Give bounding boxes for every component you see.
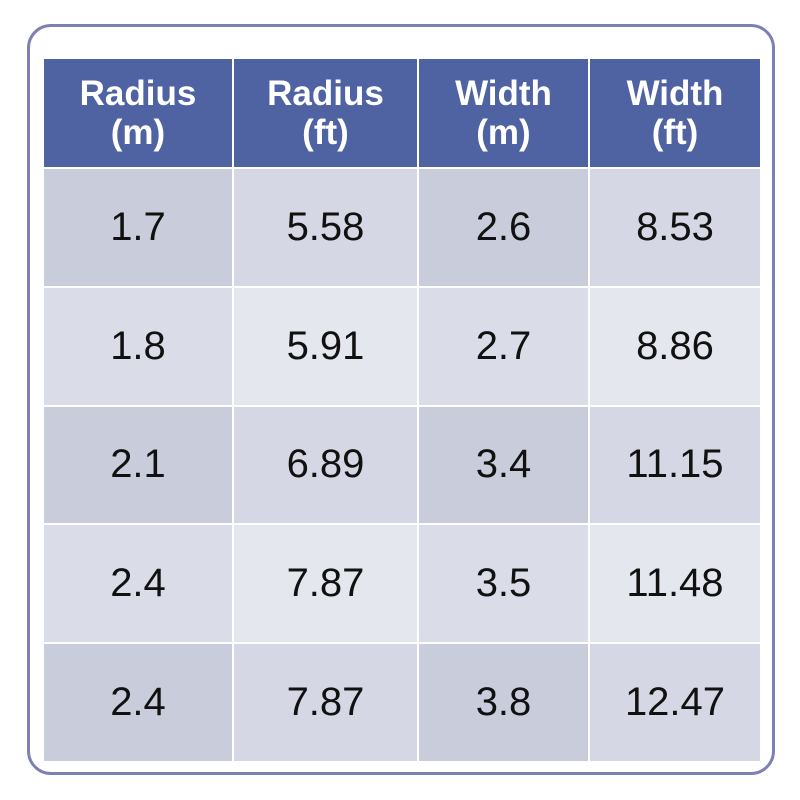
table-cell: 8.53 xyxy=(588,167,762,288)
header-text: Radius (m) xyxy=(79,73,197,152)
table-header: Radius (m) Radius (ft) Width (m) Width (ft) xyxy=(42,57,762,169)
table-cell: 3.4 xyxy=(417,404,590,526)
table-cell: 11.15 xyxy=(588,404,762,526)
table-frame: Radius (m) Radius (ft) Width (m) Width (ft)… xyxy=(27,24,775,775)
table-cell: 7.87 xyxy=(232,523,419,645)
table-cell: 5.58 xyxy=(232,167,419,288)
table-body: 1.7 5.58 2.6 8.53 1.8 5.91 2.7 8.86 2.1 6.89 3.4 11… xyxy=(42,167,762,763)
table-cell: 2.4 xyxy=(42,642,234,763)
header-cell: Width (m) xyxy=(417,57,590,169)
table-cell: 7.87 xyxy=(232,642,419,763)
header-row: Radius (m) Radius (ft) Width (m) Width (ft) xyxy=(42,57,762,169)
table-cell: 1.7 xyxy=(42,167,234,288)
table-row: 1.8 5.91 2.7 8.86 xyxy=(42,285,762,407)
table-row: 2.1 6.89 3.4 11.15 xyxy=(42,404,762,526)
header-cell: Width (ft) xyxy=(588,57,762,169)
table-cell: 12.47 xyxy=(588,642,762,763)
table-row: 1.7 5.58 2.6 8.53 xyxy=(42,167,762,288)
table-row: 2.4 7.87 3.5 11.48 xyxy=(42,523,762,645)
table-cell: 2.4 xyxy=(42,523,234,645)
header-text: Radius (ft) xyxy=(267,73,384,152)
header-text: Width (m) xyxy=(455,73,552,152)
table-cell: 11.48 xyxy=(588,523,762,645)
table-cell: 1.8 xyxy=(42,285,234,407)
table-cell: 3.8 xyxy=(417,642,590,763)
header-text: Width (ft) xyxy=(626,73,724,152)
table-cell: 3.5 xyxy=(417,523,590,645)
table-cell: 2.7 xyxy=(417,285,590,407)
header-cell: Radius (m) xyxy=(42,57,234,169)
table-cell: 2.1 xyxy=(42,404,234,526)
table-row: 2.4 7.87 3.8 12.47 xyxy=(42,642,762,763)
table-cell: 5.91 xyxy=(232,285,419,407)
table-cell: 2.6 xyxy=(417,167,590,288)
header-cell: Radius (ft) xyxy=(232,57,419,169)
table-cell: 6.89 xyxy=(232,404,419,526)
data-table: Radius (m) Radius (ft) Width (m) Width (ft)… xyxy=(42,57,762,763)
table-cell: 8.86 xyxy=(588,285,762,407)
